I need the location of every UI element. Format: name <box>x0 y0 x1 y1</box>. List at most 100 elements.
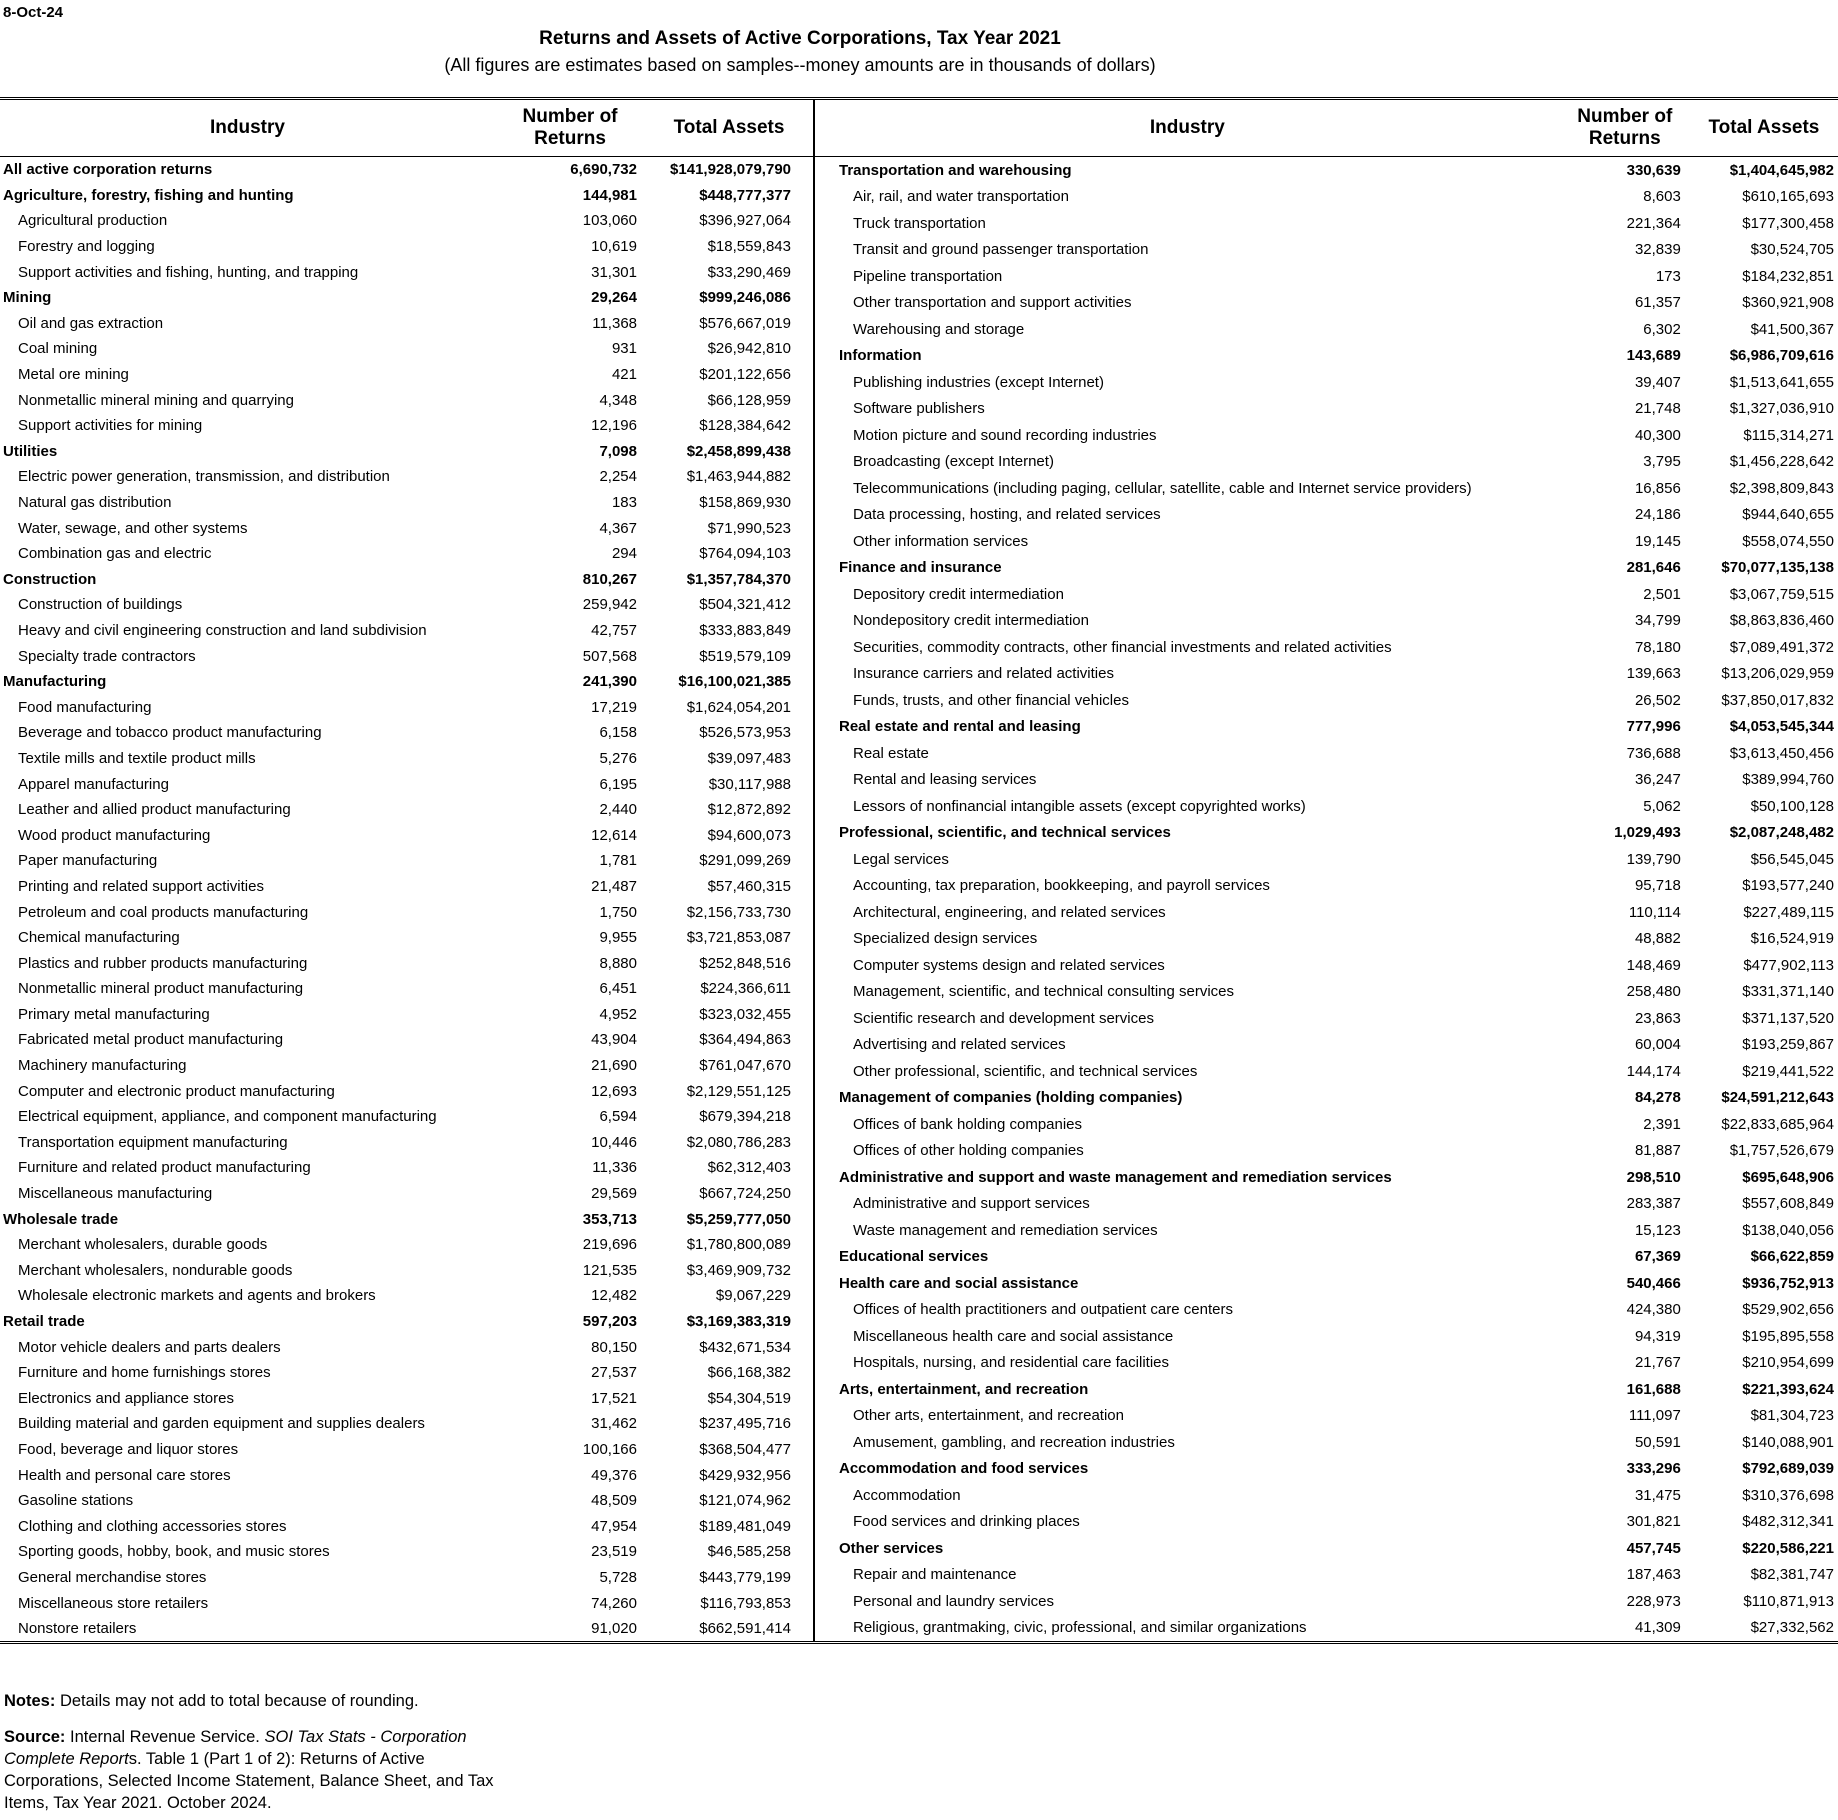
sub-row: Electrical equipment, appliance, and com… <box>0 1104 813 1130</box>
sub-row: Chemical manufacturing 9,955 $3,721,853,08… <box>0 925 813 951</box>
sub-row: Other transportation and support activit… <box>814 290 1838 317</box>
returns-cell: 67,369 <box>1634 1248 1681 1266</box>
returns-cell: 11,368 <box>592 314 637 332</box>
industry-cell: Pipeline transportation <box>853 267 1003 285</box>
industry-cell: Coal mining <box>18 340 98 358</box>
assets-cell: $30,117,988 <box>708 775 791 793</box>
assets-cell: $331,371,140 <box>1742 983 1834 1001</box>
industry-cell: Other transportation and support activit… <box>853 294 1132 312</box>
sub-row: Leather and allied product manufacturing… <box>0 797 813 823</box>
assets-cell: $1,780,800,089 <box>686 1236 791 1254</box>
returns-cell: 736,688 <box>1626 744 1681 762</box>
sub-row: Hospitals, nursing, and residential care… <box>814 1350 1838 1377</box>
sub-row: Accommodation 31,475 $310,376,698 <box>814 1482 1838 1509</box>
returns-cell: 31,301 <box>591 263 637 281</box>
assets-cell: $56,545,045 <box>1750 850 1834 868</box>
industry-cell: General merchandise stores <box>18 1568 207 1586</box>
industry-cell: Advertising and related services <box>853 1036 1066 1054</box>
returns-cell: 221,364 <box>1626 214 1681 232</box>
sub-row: Advertising and related services 60,004 $1… <box>814 1032 1838 1059</box>
assets-cell: $16,100,021,385 <box>678 673 791 691</box>
returns-cell: 42,757 <box>591 621 637 639</box>
returns-cell: 60,004 <box>1634 1036 1681 1054</box>
returns-cell: 48,882 <box>1634 930 1681 948</box>
assets-cell: $141,928,079,790 <box>670 161 791 179</box>
industry-cell: Agricultural production <box>18 212 168 230</box>
returns-cell: 94,319 <box>1634 1327 1681 1345</box>
industry-cell: Merchant wholesalers, durable goods <box>18 1236 268 1254</box>
returns-cell: 241,390 <box>582 673 637 691</box>
returns-cell: 330,639 <box>1626 161 1681 179</box>
returns-cell: 810,267 <box>582 570 637 588</box>
returns-cell: 139,663 <box>1626 665 1681 683</box>
assets-cell: $1,357,784,370 <box>686 570 791 588</box>
assets-cell: $138,040,056 <box>1742 1221 1834 1239</box>
sub-row: Other information services 19,145 $558,074… <box>814 528 1838 555</box>
returns-cell: 16,856 <box>1634 479 1681 497</box>
assets-cell: $82,381,747 <box>1750 1566 1834 1584</box>
sub-row: Waste management and remediation service… <box>814 1217 1838 1244</box>
returns-cell: 78,180 <box>1634 638 1681 656</box>
industry-cell: Computer and electronic product manufact… <box>18 1082 335 1100</box>
returns-cell: 259,942 <box>582 596 637 614</box>
sub-row: Other professional, scientific, and tech… <box>814 1058 1838 1085</box>
group-row: Administrative and support and waste man… <box>814 1164 1838 1191</box>
industry-cell: Broadcasting (except Internet) <box>853 453 1054 471</box>
sub-row: Computer systems design and related serv… <box>814 952 1838 979</box>
returns-cell: 3,795 <box>1643 453 1681 471</box>
returns-cell: 2,254 <box>599 468 637 486</box>
industry-cell: Specialty trade contractors <box>18 647 196 665</box>
sub-row: Oil and gas extraction 11,368 $576,667,019 <box>0 311 813 337</box>
assets-cell: $50,100,128 <box>1750 797 1834 815</box>
industry-cell: Chemical manufacturing <box>18 929 180 947</box>
industry-cell: Miscellaneous store retailers <box>18 1594 209 1612</box>
returns-cell: 111,097 <box>1628 1407 1681 1425</box>
group-row: Utilities 7,098 $2,458,899,438 <box>0 439 813 465</box>
industry-cell: Furniture and home furnishings stores <box>18 1364 271 1382</box>
assets-cell: $94,600,073 <box>707 826 791 844</box>
returns-cell: 10,619 <box>591 238 637 256</box>
returns-cell: 219,696 <box>582 1236 637 1254</box>
returns-cell: 281,646 <box>1626 559 1681 577</box>
returns-cell: 5,728 <box>599 1568 637 1586</box>
returns-cell: 353,713 <box>582 1210 637 1228</box>
sub-row: Printing and related support activities 2… <box>0 874 813 900</box>
industry-cell: Management, scientific, and technical co… <box>853 983 1235 1001</box>
returns-cell: 6,690,732 <box>570 161 637 179</box>
group-row: Wholesale trade 353,713 $5,259,777,050 <box>0 1206 813 1232</box>
industry-cell: Other information services <box>853 532 1029 550</box>
group-row: Transportation and warehousing 330,639 $1,… <box>814 157 1838 184</box>
sub-row: Offices of health practitioners and outp… <box>814 1297 1838 1324</box>
industry-cell: Furniture and related product manufactur… <box>18 1159 311 1177</box>
industry-cell: Administrative and support services <box>853 1195 1090 1213</box>
assets-cell: $1,463,944,882 <box>686 468 791 486</box>
returns-cell: 23,863 <box>1634 1009 1681 1027</box>
assets-cell: $121,074,962 <box>699 1492 791 1510</box>
returns-cell: 4,367 <box>599 519 637 537</box>
source-text: Internal Revenue Service. <box>70 1728 260 1746</box>
industry-cell: Publishing industries (except Internet) <box>853 373 1104 391</box>
returns-cell: 31,462 <box>591 1415 637 1433</box>
returns-cell: 457,745 <box>1626 1539 1681 1557</box>
industry-cell: Administrative and support and waste man… <box>839 1168 1392 1186</box>
sub-row: Agricultural production 103,060 $396,927,0… <box>0 208 813 234</box>
sub-row: Pipeline transportation 173 $184,232,851 <box>814 263 1838 290</box>
returns-cell: 47,954 <box>591 1517 637 1535</box>
returns-cell: 95,718 <box>1634 877 1681 895</box>
notes-label: Notes: <box>4 1692 56 1710</box>
sub-row: Lessors of nonfinancial intangible asset… <box>814 793 1838 820</box>
group-row: Accommodation and food services 333,296 $7… <box>814 1456 1838 1483</box>
group-row: Educational services 67,369 $66,622,859 <box>814 1244 1838 1271</box>
tables: Industry Number of Returns Total Assets … <box>0 97 1838 1645</box>
sub-row: Repair and maintenance 187,463 $82,381,747 <box>814 1562 1838 1589</box>
industry-cell: Finance and insurance <box>839 559 1002 577</box>
returns-cell: 6,158 <box>599 724 637 742</box>
sub-row: Construction of buildings 259,942 $504,321… <box>0 592 813 618</box>
assets-cell: $3,469,909,732 <box>686 1261 791 1279</box>
industry-cell: Primary metal manufacturing <box>18 1005 210 1023</box>
industry-cell: Electric power generation, transmission,… <box>18 468 390 486</box>
sub-row: Transit and ground passenger transportat… <box>814 237 1838 264</box>
assets-cell: $8,863,836,460 <box>1729 612 1834 630</box>
returns-cell: 5,062 <box>1643 797 1681 815</box>
